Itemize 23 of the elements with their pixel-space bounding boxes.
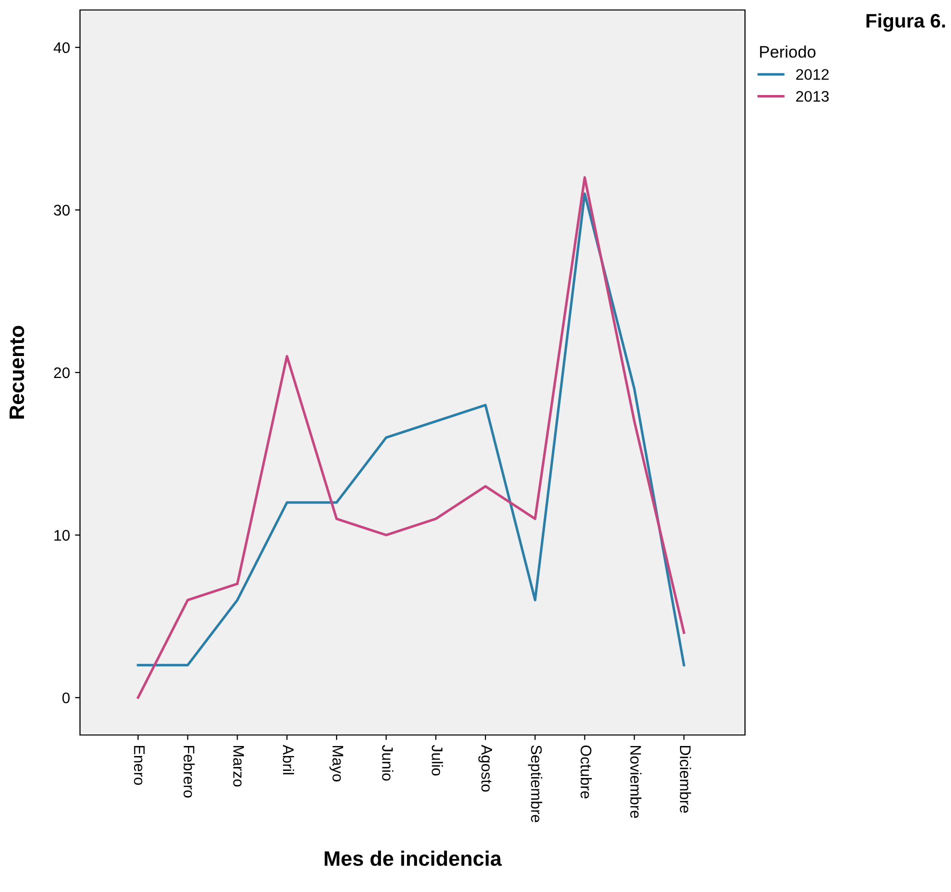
x-tick-label: Octubre <box>580 745 592 798</box>
y-tick-label: 30 <box>54 204 70 216</box>
x-tick-label: Septiembre <box>528 745 542 822</box>
y-tick-label: 40 <box>54 42 70 54</box>
x-tick-label: Diciembre <box>680 746 692 813</box>
legend-label: 2013 <box>796 90 829 102</box>
x-tick-label: Abril <box>282 744 294 774</box>
x-tick-label: Noviembre <box>630 746 642 818</box>
x-tick-label: Julio <box>432 744 443 776</box>
y-tick-label: 20 <box>54 367 70 378</box>
x-tick-label: Enero <box>134 746 145 785</box>
y-tick-label: 0 <box>62 692 70 704</box>
y-tick-label: 10 <box>54 530 70 541</box>
x-axis-title: Mes de incidencia <box>324 850 502 866</box>
x-tick-label: Agosto <box>478 744 492 792</box>
x-tick-label: Junio <box>382 744 394 781</box>
legend-label: 2012 <box>796 69 829 80</box>
x-tick-label: Febrero <box>184 746 195 798</box>
x-tick-label: Mayo <box>329 746 344 782</box>
y-axis-title: Recuento <box>10 326 24 419</box>
legend-title: Periodo <box>760 46 816 58</box>
x-tick-label: Marzo <box>233 746 244 787</box>
text: Figura 6. <box>866 13 945 32</box>
